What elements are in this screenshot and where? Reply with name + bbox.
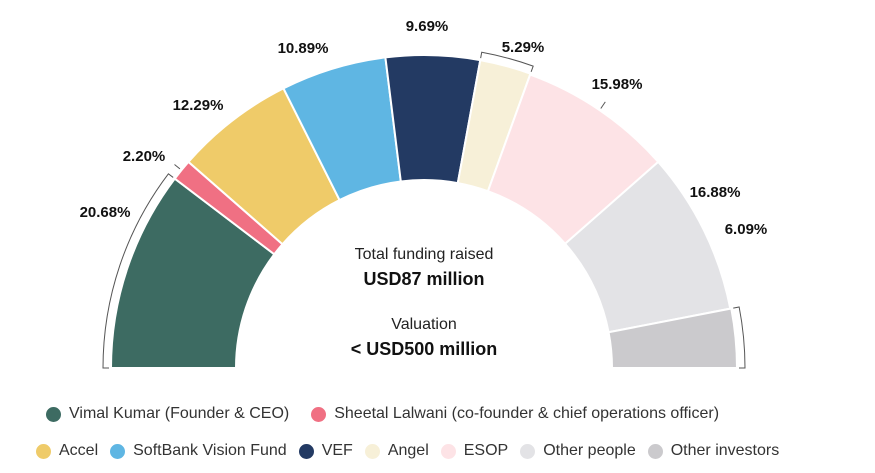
center-valuation-label: Valuation — [391, 316, 457, 333]
legend-item: Vimal Kumar (Founder & CEO) — [46, 405, 289, 423]
slice-other-investors — [607, 307, 739, 369]
legend-item: Accel — [36, 442, 98, 460]
slice-label-8: 16.88% — [690, 184, 741, 201]
leader-sheetal-lalwani — [174, 164, 181, 170]
legend-swatch — [110, 443, 126, 459]
semi-donut-chart: 20.68% 2.20% 12.29% 10.89% 9.69% 5.29% 15.98% 1… — [80, 18, 768, 369]
legend-swatch — [647, 443, 663, 459]
legend-swatch — [298, 443, 314, 459]
center-valuation-value: < USD500 million — [351, 339, 498, 359]
legend-item: Angel — [364, 442, 429, 460]
legend-swatch — [46, 406, 61, 422]
slice-label-3: 12.29% — [173, 97, 224, 114]
slice-labels: 20.68% 2.20% 12.29% 10.89% 9.69% 5.29% 15.98% 1… — [80, 18, 768, 238]
legend-label: SoftBank Vision Fund — [133, 442, 287, 459]
legend-label: ESOP — [463, 442, 509, 459]
legend-row-1: Vimal Kumar (Founder & CEO) Sheetal Lalwa… — [46, 405, 875, 423]
slice-label-2: 2.20% — [123, 148, 166, 165]
legend-label: Sheetal Lalwani (co-founder & chief oper… — [334, 405, 720, 422]
legend-label: Other investors — [670, 442, 780, 459]
chart-slices — [109, 54, 739, 369]
leader-angel — [480, 51, 534, 72]
slice-label-1: 20.68% — [80, 204, 131, 221]
slice-label-9: 6.09% — [725, 221, 768, 238]
slice-label-7: 15.98% — [592, 76, 643, 93]
legend-item: Sheetal Lalwani (co-founder & chief oper… — [311, 405, 719, 423]
legend-label: Other people — [543, 442, 636, 459]
legend-swatch — [520, 443, 536, 459]
label-leader-lines — [102, 51, 746, 369]
slice-label-4: 10.89% — [278, 40, 329, 57]
leader-vimal-kumar — [102, 173, 174, 369]
slice-label-6: 5.29% — [502, 39, 545, 56]
legend-label: Vimal Kumar (Founder & CEO) — [69, 405, 290, 422]
legend-swatch — [36, 443, 51, 459]
legend-item: ESOP — [440, 442, 509, 460]
legend-row-2: Accel SoftBank Vision Fund VEF Angel ESOP Oth… — [36, 442, 875, 460]
legend-swatch — [364, 443, 380, 459]
legend-swatch — [311, 406, 327, 422]
legend-item: SoftBank Vision Fund — [110, 442, 287, 460]
center-funding-value: USD87 million — [363, 269, 484, 289]
legend-item: Other people — [520, 442, 636, 460]
legend-label: Accel — [59, 442, 99, 459]
legend-item: VEF — [298, 442, 353, 460]
center-funding-label: Total funding raised — [355, 246, 494, 263]
legend-label: VEF — [321, 442, 353, 459]
legend-label: Angel — [387, 442, 429, 459]
slice-label-5: 9.69% — [406, 18, 449, 35]
legend-item: Other investors — [647, 442, 780, 460]
leader-other-investors — [733, 306, 746, 369]
legend-swatch — [440, 443, 456, 459]
leader-esop — [600, 101, 606, 109]
